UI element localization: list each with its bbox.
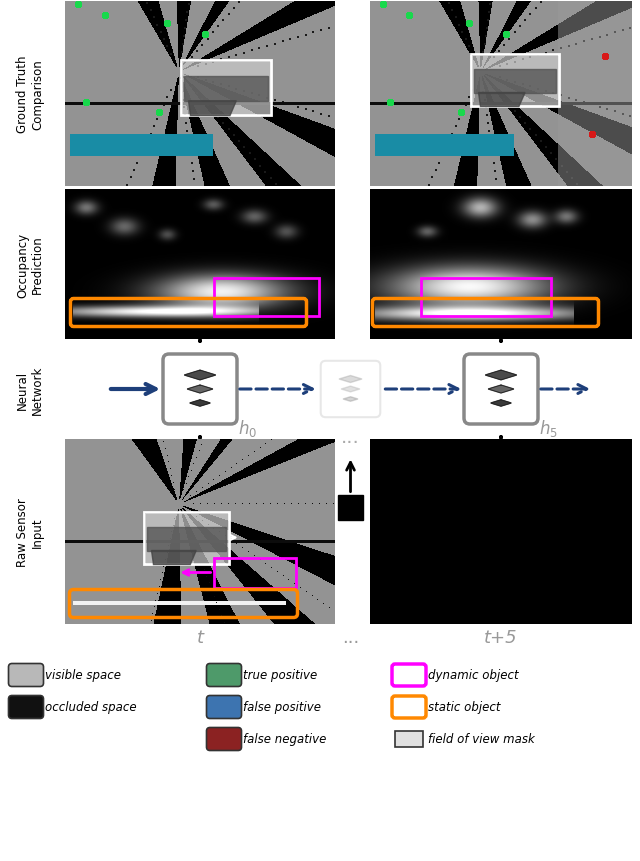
Text: dynamic object: dynamic object bbox=[428, 669, 518, 682]
FancyBboxPatch shape bbox=[392, 664, 426, 686]
Text: occluded space: occluded space bbox=[45, 701, 136, 714]
Polygon shape bbox=[184, 77, 268, 102]
Polygon shape bbox=[474, 70, 556, 93]
Polygon shape bbox=[152, 551, 196, 565]
Text: ...: ... bbox=[342, 629, 359, 647]
Polygon shape bbox=[339, 376, 362, 383]
Text: true positive: true positive bbox=[243, 669, 317, 682]
Polygon shape bbox=[184, 371, 216, 381]
Text: Raw Sensor
Input: Raw Sensor Input bbox=[16, 498, 44, 567]
Text: false negative: false negative bbox=[243, 733, 326, 746]
Polygon shape bbox=[189, 102, 236, 116]
Bar bbox=[143, 512, 228, 564]
Polygon shape bbox=[488, 386, 514, 393]
FancyBboxPatch shape bbox=[8, 696, 44, 719]
Bar bbox=[214, 278, 319, 316]
Text: static object: static object bbox=[428, 701, 500, 714]
FancyBboxPatch shape bbox=[207, 664, 241, 687]
Polygon shape bbox=[485, 371, 516, 381]
Bar bbox=[420, 278, 550, 316]
Text: visible space: visible space bbox=[45, 669, 121, 682]
Text: Occupancy
Prediction: Occupancy Prediction bbox=[16, 232, 44, 297]
Text: ...: ... bbox=[341, 428, 360, 447]
FancyBboxPatch shape bbox=[163, 355, 237, 424]
Bar bbox=[395, 731, 423, 747]
Text: t+5: t+5 bbox=[484, 629, 518, 647]
FancyBboxPatch shape bbox=[321, 362, 380, 418]
Bar bbox=[214, 558, 296, 588]
Text: $h_5$: $h_5$ bbox=[539, 418, 558, 438]
Text: t: t bbox=[196, 629, 204, 647]
Bar bbox=[472, 55, 557, 105]
Polygon shape bbox=[491, 400, 511, 406]
Text: Neural
Network: Neural Network bbox=[16, 365, 44, 414]
FancyBboxPatch shape bbox=[8, 664, 44, 687]
Text: false positive: false positive bbox=[243, 701, 321, 714]
FancyBboxPatch shape bbox=[207, 728, 241, 751]
Polygon shape bbox=[343, 397, 358, 402]
Polygon shape bbox=[188, 386, 212, 393]
Bar bbox=[182, 61, 269, 115]
Bar bbox=[470, 54, 559, 107]
Bar bbox=[145, 513, 227, 563]
FancyBboxPatch shape bbox=[392, 697, 426, 718]
Text: field of view mask: field of view mask bbox=[428, 733, 535, 746]
Bar bbox=[338, 495, 363, 520]
Text: $h_0$: $h_0$ bbox=[238, 418, 257, 438]
Polygon shape bbox=[341, 387, 360, 393]
FancyBboxPatch shape bbox=[464, 355, 538, 424]
Polygon shape bbox=[190, 400, 210, 406]
Bar bbox=[180, 60, 271, 115]
Text: Ground Truth
Comparison: Ground Truth Comparison bbox=[16, 56, 44, 133]
Polygon shape bbox=[147, 528, 225, 551]
Polygon shape bbox=[479, 93, 525, 108]
FancyBboxPatch shape bbox=[207, 696, 241, 719]
